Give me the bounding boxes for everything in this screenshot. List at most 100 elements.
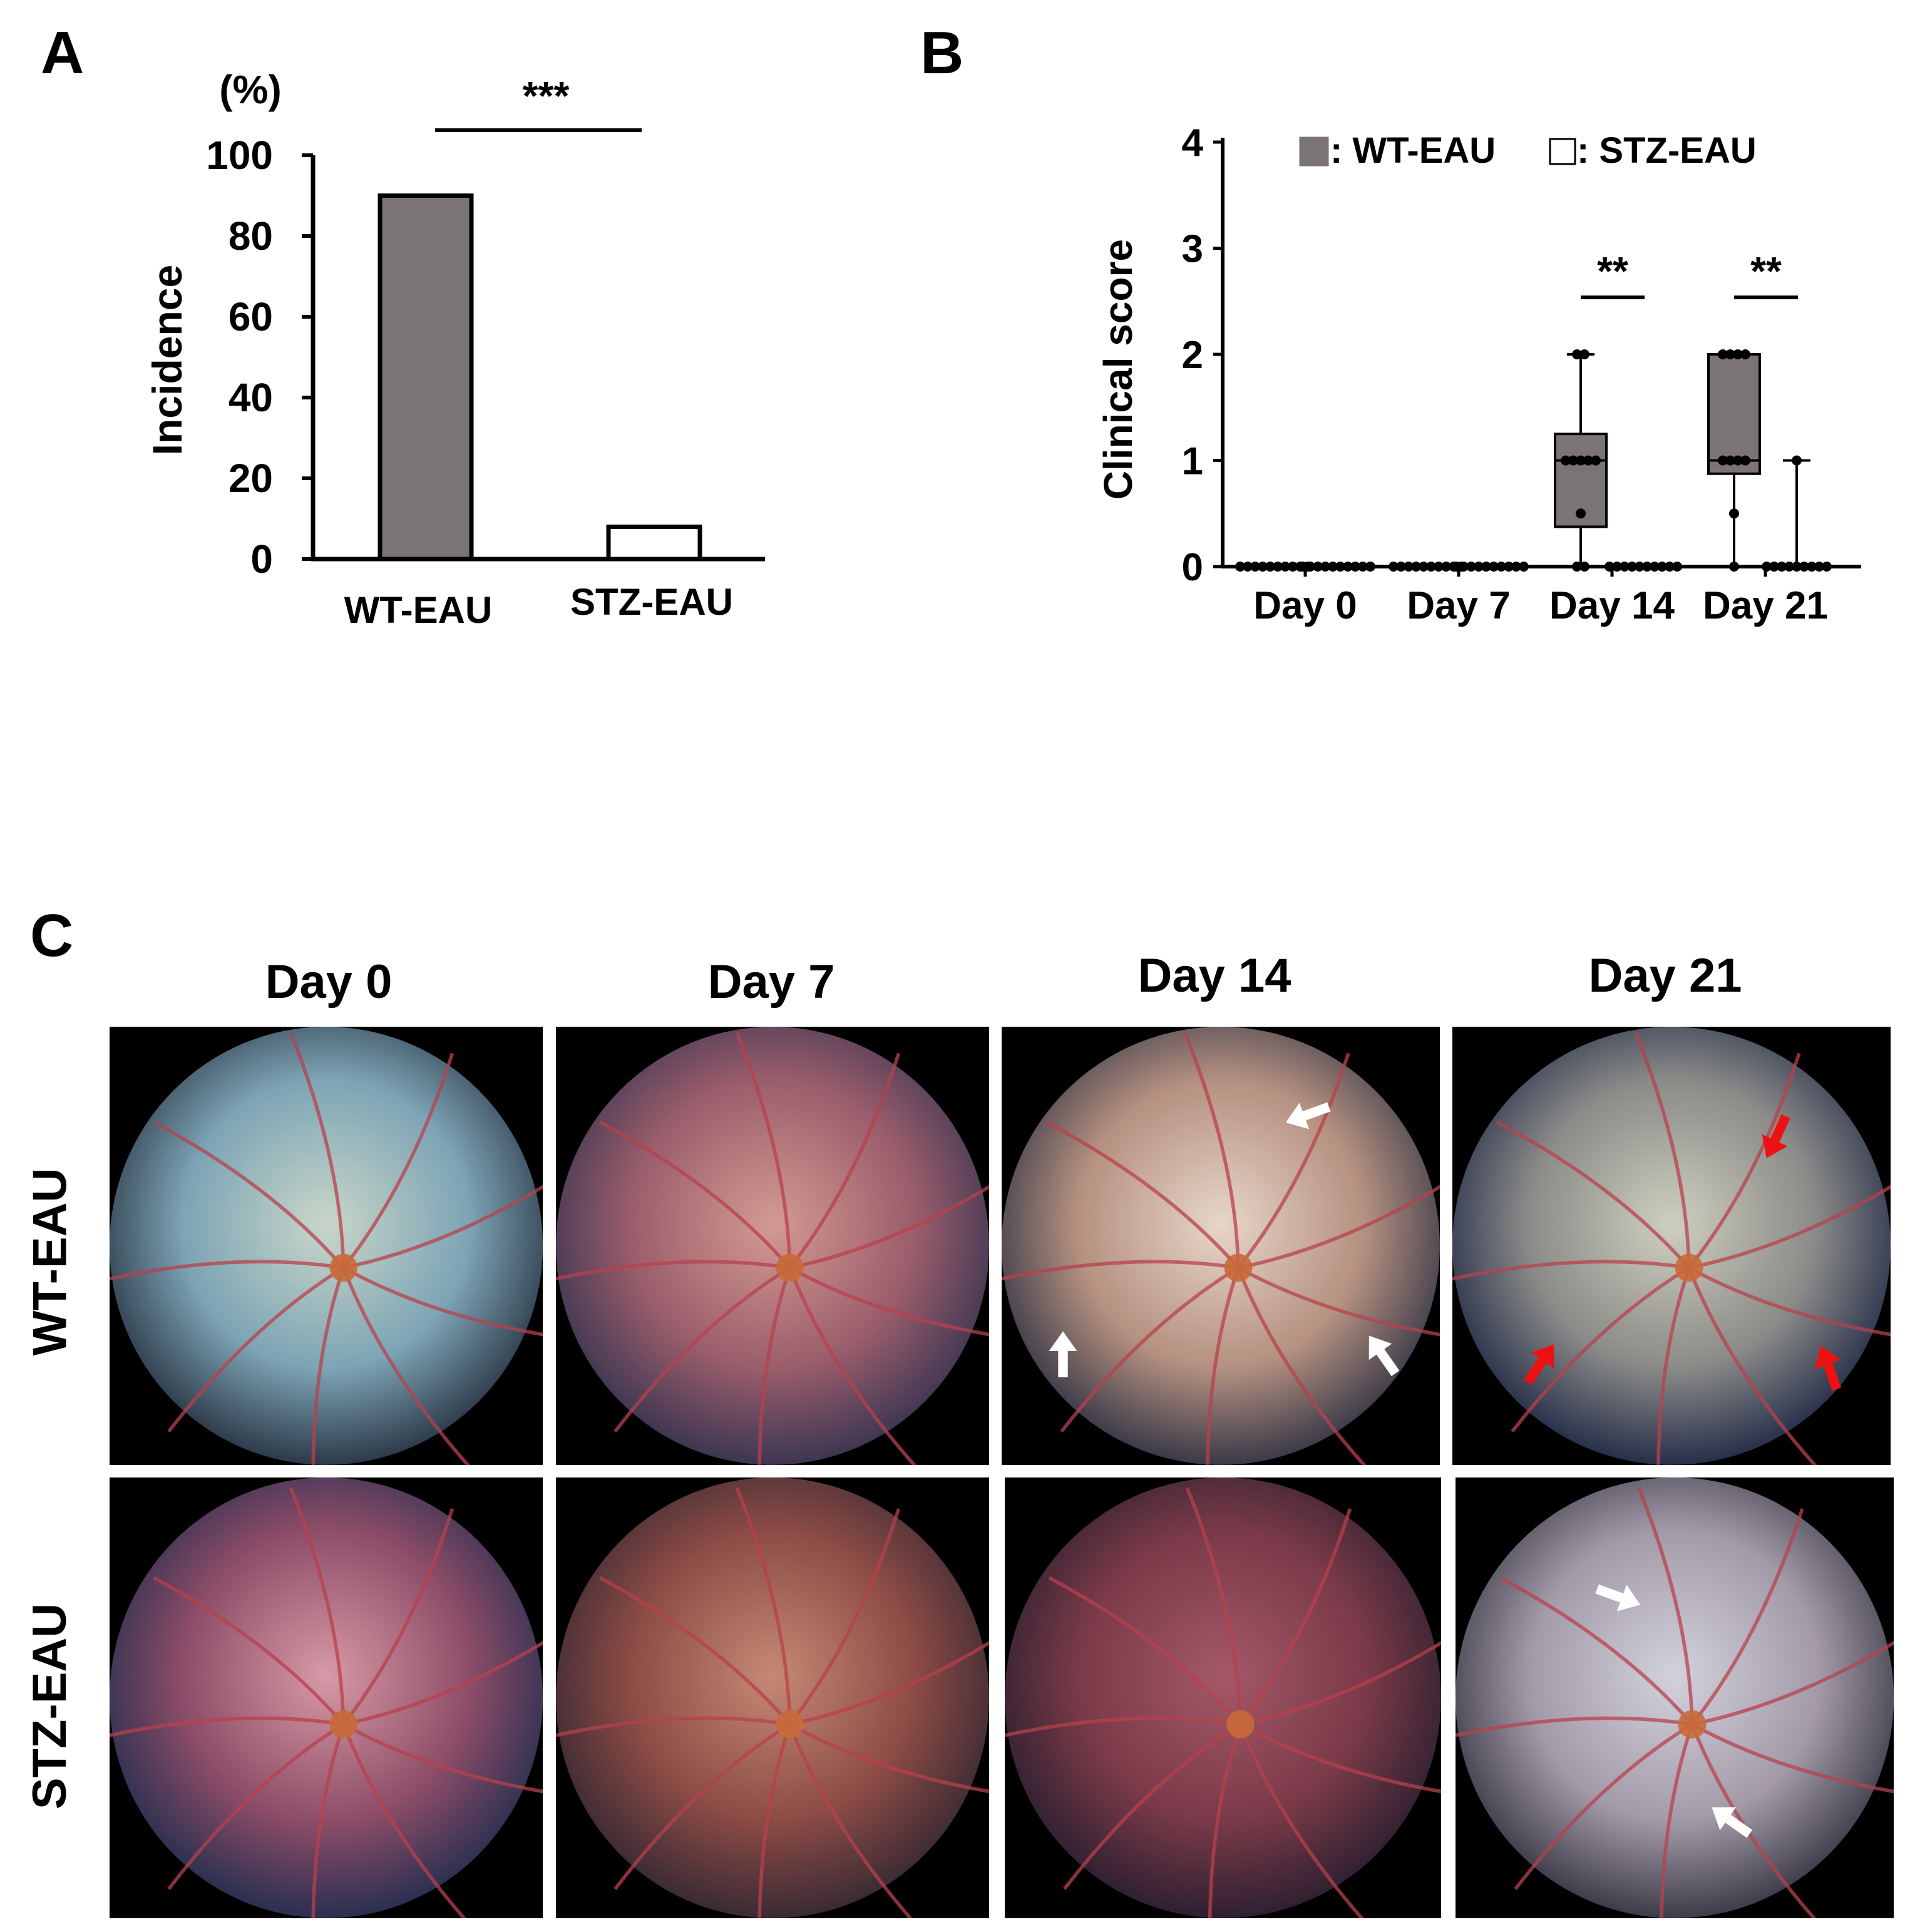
fundus-image-stz-eau-day-7 — [556, 1477, 989, 1918]
row-label-stz-eau-text: STZ-EAU — [23, 1603, 77, 1809]
chart-b-data-point — [1576, 508, 1586, 519]
fundus-vessel — [342, 1266, 543, 1337]
optic-disc — [776, 1253, 804, 1282]
chart-b-box-wt-eau-day-14 — [1554, 349, 1608, 572]
fundus-vessel — [1688, 1266, 1891, 1337]
fundus-vessel — [1045, 1120, 1240, 1269]
white-arrow-icon — [1368, 1335, 1400, 1377]
fundus-retina — [110, 1027, 543, 1465]
fundus-vessel — [1206, 1267, 1240, 1465]
legend-label-wt-eau: : WT-EAU — [1330, 130, 1496, 171]
chart-a-xtick-label: STZ-EAU — [570, 581, 733, 623]
fundus-vessel — [789, 1266, 989, 1337]
fundus-vessel — [757, 1724, 792, 1918]
optic-disc — [329, 1710, 357, 1739]
fundus-vessel — [1691, 1722, 1894, 1794]
fundus-vessel — [1687, 1052, 1801, 1269]
fundus-vessel — [1185, 1487, 1243, 1725]
chart-b-data-point — [1740, 455, 1750, 466]
fundus-vessel — [1183, 1032, 1240, 1268]
white-arrow-icon — [1285, 1102, 1331, 1129]
chart-b-legend: : WT-EAU : STZ-EAU — [1299, 130, 1757, 171]
chart-b-ylabel: Clinical score — [1096, 239, 1141, 500]
fundus-vessel — [1062, 1722, 1241, 1891]
fundus-vessel — [788, 1052, 901, 1269]
fundus-vessel — [789, 1640, 989, 1727]
fundus-vessel — [289, 1032, 346, 1268]
fundus-vessel — [1238, 1184, 1440, 1270]
optic-disc — [1224, 1253, 1253, 1282]
fundus-vessel — [789, 1722, 989, 1794]
column-label-day-14: Day 14 — [1137, 949, 1291, 1002]
legend-swatch-wt-eau — [1299, 136, 1329, 167]
fundus-vessel — [167, 1722, 345, 1891]
chart-b-ytick-label: 2 — [1182, 334, 1203, 377]
white-arrow-icon — [1595, 1584, 1641, 1611]
chart-b-data-point — [1576, 455, 1586, 466]
fundus-retina — [110, 1477, 543, 1918]
row-label-wt-eau-text: WT-EAU — [23, 1168, 77, 1355]
panel-label-a: A — [41, 19, 85, 86]
chart-a-bar-wt-eau — [377, 193, 474, 562]
fundus-vessel — [1687, 1267, 1817, 1465]
fundus-vessel — [1499, 1576, 1694, 1726]
optic-disc — [1675, 1253, 1703, 1282]
chart-b-data-point — [1591, 455, 1601, 466]
red-arrow-icon — [1523, 1344, 1554, 1385]
optic-disc — [1226, 1710, 1255, 1739]
chart-b-data-point — [1568, 455, 1578, 466]
chart-a-unit-label: (%) — [219, 67, 282, 112]
chart-b-data-point — [1740, 349, 1750, 359]
fundus-retina — [556, 1477, 989, 1918]
fundus-vessel — [757, 1267, 792, 1465]
fundus-vessel — [342, 1508, 454, 1725]
chart-b-box-wt-eau-day-21 — [1707, 349, 1761, 572]
fundus-vessel — [1240, 1640, 1441, 1727]
fundus-vessel — [1656, 1267, 1691, 1465]
fundus-vessel — [556, 1260, 791, 1281]
chart-a-significance-label: *** — [523, 73, 570, 118]
red-arrow-icon — [1814, 1345, 1842, 1391]
fundus-vessel — [735, 1032, 792, 1268]
fundus-retina — [1002, 1027, 1440, 1465]
column-label-day-21: Day 21 — [1588, 949, 1742, 1002]
chart-a-ytick-label: 40 — [228, 375, 273, 420]
fundus-vessel — [153, 1120, 345, 1269]
fundus-vessel — [1688, 1184, 1891, 1270]
chart-a-ytick-label: 60 — [228, 294, 273, 339]
chart-b-data-point — [1725, 349, 1735, 359]
optic-disc — [1678, 1710, 1707, 1739]
fundus-image-wt-eau-day-0 — [110, 1027, 543, 1465]
fundus-vessel — [789, 1184, 989, 1270]
fundus-image-wt-eau-day-21 — [1452, 1027, 1891, 1465]
fundus-retina — [556, 1027, 989, 1465]
chart-b-xtick-label: Day 7 — [1407, 584, 1510, 627]
fundus-vessel — [1452, 1260, 1690, 1281]
chart-b-data-point — [1718, 455, 1728, 466]
chart-a-ytick-label: 80 — [228, 213, 273, 259]
column-label-day-7: Day 7 — [707, 955, 835, 1009]
chart-b-data-point — [1561, 455, 1571, 466]
red-arrow-icon — [1762, 1114, 1790, 1158]
chart-b-xtick-label: Day 0 — [1253, 584, 1357, 627]
chart-b-ytick-label: 0 — [1182, 546, 1203, 589]
panel-label-c: C — [30, 902, 74, 969]
fundus-vessel — [342, 1722, 543, 1794]
chart-a-ylabel: Incidence — [144, 265, 190, 455]
fundus-vessel — [1060, 1266, 1240, 1433]
chart-a-ytick-label: 100 — [206, 133, 273, 178]
fundus-retina — [1456, 1477, 1894, 1918]
fundus-vessel — [788, 1267, 917, 1465]
chart-a-ytick-label: 0 — [250, 537, 273, 582]
fundus-image-stz-eau-day-21 — [1456, 1477, 1894, 1918]
fundus-vessel — [289, 1487, 346, 1725]
chart-a-xtick-label: WT-EAU — [344, 589, 493, 631]
fundus-vessel — [342, 1724, 466, 1918]
fundus-vessel — [343, 1640, 543, 1727]
chart-a-bar-stz-eau — [606, 524, 702, 562]
fundus-vessel — [614, 1722, 791, 1891]
white-arrow-icon — [1049, 1331, 1077, 1377]
chart-b-significance-label: ** — [1597, 249, 1628, 294]
fundus-vessel — [311, 1267, 346, 1465]
chart-a-ytick-label: 20 — [228, 456, 273, 501]
